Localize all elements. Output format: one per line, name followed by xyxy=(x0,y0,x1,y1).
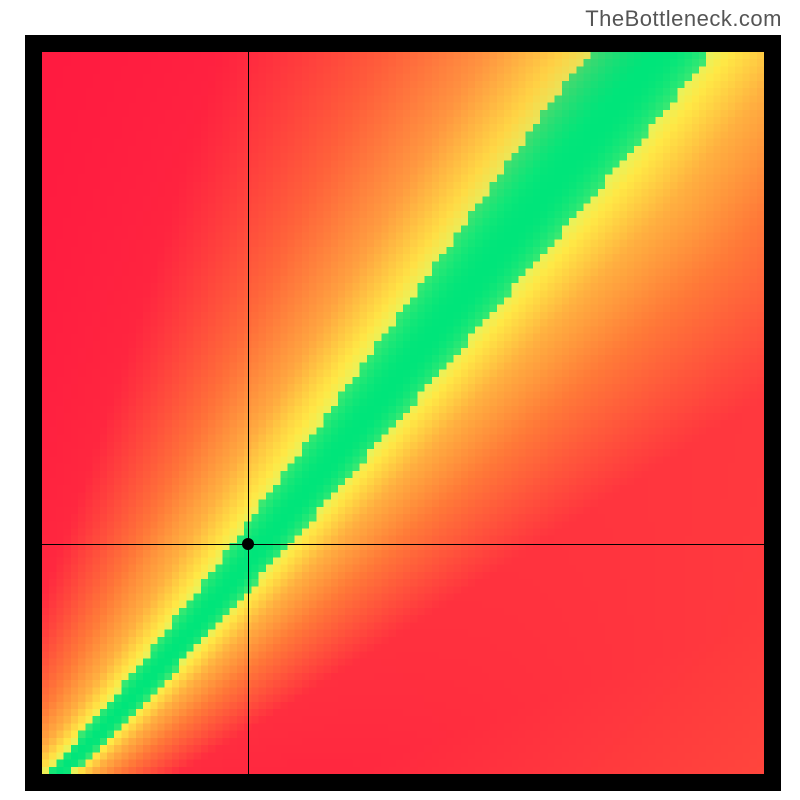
crosshair-horizontal xyxy=(42,544,764,545)
heatmap-plot xyxy=(42,52,764,774)
heatmap-canvas xyxy=(42,52,764,774)
crosshair-vertical xyxy=(248,52,249,774)
watermark-text: TheBottleneck.com xyxy=(585,6,782,32)
data-point-marker xyxy=(242,538,254,550)
